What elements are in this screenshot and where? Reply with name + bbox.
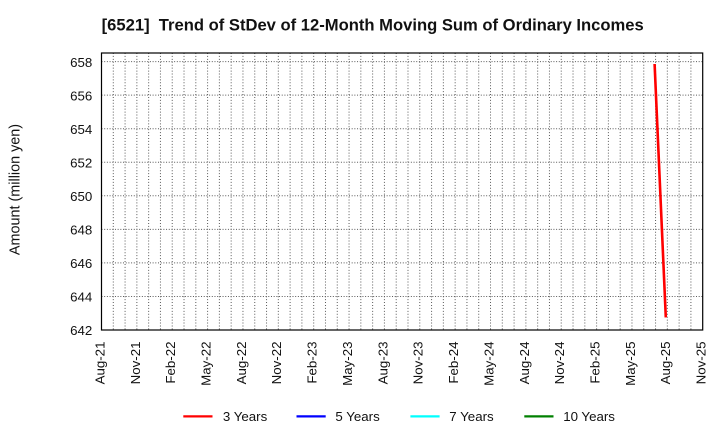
svg-text:Feb-25: Feb-25 bbox=[588, 342, 603, 384]
svg-text:Aug-24: Aug-24 bbox=[517, 342, 532, 385]
svg-text:652: 652 bbox=[70, 155, 92, 170]
svg-text:7 Years: 7 Years bbox=[449, 409, 494, 424]
svg-text:656: 656 bbox=[70, 88, 92, 103]
svg-text:Nov-23: Nov-23 bbox=[411, 342, 426, 385]
svg-text:3 Years: 3 Years bbox=[223, 409, 268, 424]
svg-text:Aug-22: Aug-22 bbox=[234, 342, 249, 385]
svg-text:Nov-21: Nov-21 bbox=[128, 342, 143, 385]
svg-text:10 Years: 10 Years bbox=[563, 409, 615, 424]
svg-text:Feb-24: Feb-24 bbox=[446, 342, 461, 384]
svg-text:Nov-24: Nov-24 bbox=[552, 342, 567, 385]
svg-text:658: 658 bbox=[70, 55, 92, 70]
svg-text:Nov-22: Nov-22 bbox=[269, 342, 284, 385]
svg-text:Aug-23: Aug-23 bbox=[375, 342, 390, 385]
svg-text:Aug-25: Aug-25 bbox=[658, 342, 673, 385]
svg-text:Nov-25: Nov-25 bbox=[694, 342, 709, 385]
svg-text:654: 654 bbox=[70, 122, 92, 137]
svg-text:646: 646 bbox=[70, 256, 92, 271]
svg-text:May-22: May-22 bbox=[198, 342, 213, 386]
svg-text:644: 644 bbox=[70, 290, 92, 305]
svg-text:Feb-22: Feb-22 bbox=[163, 342, 178, 384]
svg-text:Amount (million yen): Amount (million yen) bbox=[8, 124, 24, 255]
svg-text:[6521] Trend of StDev of 12-M: [6521] Trend of StDev of 12-Month Moving… bbox=[102, 15, 644, 34]
svg-text:5 Years: 5 Years bbox=[335, 409, 380, 424]
svg-text:Aug-21: Aug-21 bbox=[92, 342, 107, 385]
svg-text:May-24: May-24 bbox=[481, 342, 496, 386]
svg-text:May-23: May-23 bbox=[340, 342, 355, 386]
svg-text:650: 650 bbox=[70, 189, 92, 204]
svg-text:May-25: May-25 bbox=[623, 342, 638, 386]
svg-text:Feb-23: Feb-23 bbox=[305, 342, 320, 384]
svg-text:642: 642 bbox=[70, 323, 92, 338]
svg-text:648: 648 bbox=[70, 223, 92, 238]
